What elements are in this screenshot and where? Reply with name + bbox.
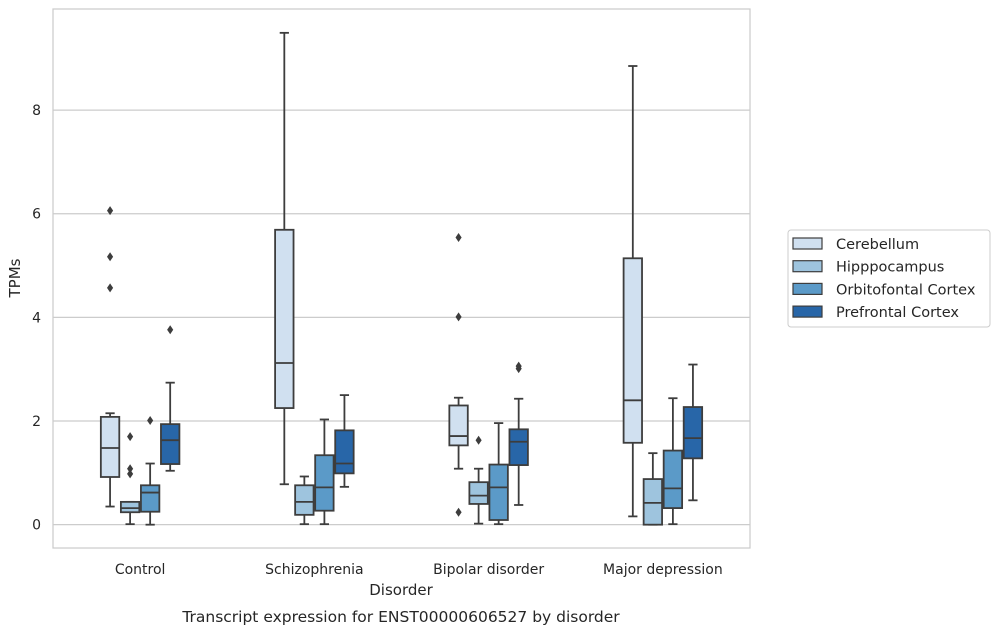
box-orbitofontal-cortex-major-depression bbox=[662, 449, 684, 509]
chart-caption: Transcript expression for ENST0000060652… bbox=[181, 608, 620, 626]
outlier-cerebellum-control-2 bbox=[107, 206, 114, 216]
box-group-hipppocampus-control bbox=[119, 432, 141, 526]
outlier-prefrontal-cortex-control-0 bbox=[167, 325, 174, 335]
box-orbitofontal-cortex-schizophrenia bbox=[314, 454, 335, 512]
box-group-prefrontal-cortex-schizophrenia bbox=[334, 394, 355, 488]
box-group-orbitofontal-cortex-schizophrenia bbox=[314, 418, 335, 526]
outlier-hipppocampus-control-2 bbox=[127, 432, 134, 442]
box-group-cerebellum-schizophrenia bbox=[274, 31, 295, 486]
plot-frame bbox=[52, 8, 751, 549]
boxes bbox=[99, 31, 704, 526]
outlier-cerebellum-bipolar-disorder-2 bbox=[455, 233, 462, 243]
box-group-orbitofontal-cortex-bipolar-disorder bbox=[488, 422, 509, 526]
box-hipppocampus-control bbox=[119, 500, 141, 514]
x-tick-label-control: Control bbox=[115, 562, 166, 578]
legend-label-cerebellum: Cerebellum bbox=[836, 237, 919, 253]
box-hipppocampus-schizophrenia bbox=[294, 484, 315, 516]
y-tick-label-6: 6 bbox=[32, 207, 41, 223]
box-group-hipppocampus-major-depression bbox=[642, 452, 663, 526]
x-tick-label-bipolar-disorder: Bipolar disorder bbox=[433, 562, 544, 578]
y-axis-label: TPMs bbox=[6, 258, 24, 298]
box-prefrontal-cortex-major-depression bbox=[682, 406, 704, 460]
box-prefrontal-cortex-bipolar-disorder bbox=[508, 428, 529, 466]
box-hipppocampus-bipolar-disorder bbox=[468, 481, 489, 505]
box-orbitofontal-cortex-control bbox=[140, 484, 161, 513]
box-cerebellum-major-depression bbox=[622, 257, 643, 444]
box-group-orbitofontal-cortex-major-depression bbox=[662, 397, 684, 526]
box-group-cerebellum-control bbox=[99, 206, 121, 508]
outlier-cerebellum-control-0 bbox=[107, 283, 114, 293]
y-tick-label-8: 8 bbox=[32, 103, 41, 119]
legend-swatch-cerebellum bbox=[792, 237, 823, 250]
box-group-hipppocampus-schizophrenia bbox=[294, 475, 315, 526]
x-axis-label: Disorder bbox=[369, 581, 433, 599]
legend: Cerebellum Hipppocampus Orbitofontal Corte… bbox=[787, 229, 991, 328]
x-tick-label-schizophrenia: Schizophrenia bbox=[265, 562, 363, 578]
legend-label-orbitofontal-cortex: Orbitofontal Cortex bbox=[836, 282, 976, 298]
y-tick-label-4: 4 bbox=[32, 310, 41, 326]
legend-frame bbox=[787, 229, 991, 328]
y-tick-labels: 0 2 4 6 8 bbox=[32, 103, 41, 534]
box-group-prefrontal-cortex-major-depression bbox=[682, 363, 704, 502]
box-cerebellum-schizophrenia bbox=[274, 228, 295, 409]
outlier-cerebellum-bipolar-disorder-0 bbox=[455, 507, 462, 517]
outlier-orbitofontal-cortex-control-0 bbox=[147, 416, 154, 426]
box-prefrontal-cortex-control bbox=[160, 423, 181, 465]
outlier-cerebellum-bipolar-disorder-1 bbox=[455, 312, 462, 322]
y-tick-label-0: 0 bbox=[32, 518, 41, 534]
legend-swatch-prefrontal-cortex bbox=[792, 305, 823, 318]
outlier-hipppocampus-bipolar-disorder-0 bbox=[475, 435, 482, 445]
legend-label-hipppocampus: Hipppocampus bbox=[836, 260, 944, 276]
box-group-orbitofontal-cortex-control bbox=[140, 416, 161, 526]
box-group-cerebellum-major-depression bbox=[622, 65, 643, 518]
legend-label-prefrontal-cortex: Prefrontal Cortex bbox=[836, 305, 959, 321]
outlier-prefrontal-cortex-bipolar-disorder-1 bbox=[515, 361, 522, 371]
x-tick-label-major-depression: Major depression bbox=[603, 562, 723, 578]
box-cerebellum-control bbox=[99, 415, 121, 478]
box-group-hipppocampus-bipolar-disorder bbox=[468, 435, 489, 525]
y-tick-label-2: 2 bbox=[32, 414, 41, 430]
box-orbitofontal-cortex-bipolar-disorder bbox=[488, 463, 509, 521]
box-group-prefrontal-cortex-bipolar-disorder bbox=[508, 361, 529, 506]
box-group-prefrontal-cortex-control bbox=[160, 325, 181, 472]
box-group-cerebellum-bipolar-disorder bbox=[448, 233, 469, 517]
gridlines bbox=[53, 109, 750, 526]
box-hipppocampus-major-depression bbox=[642, 478, 663, 526]
box-prefrontal-cortex-schizophrenia bbox=[334, 429, 355, 475]
legend-swatch-hipppocampus bbox=[792, 260, 823, 273]
box-cerebellum-bipolar-disorder bbox=[448, 404, 469, 447]
outlier-hipppocampus-control-0 bbox=[127, 469, 134, 479]
x-tick-labels: Control Schizophrenia Bipolar disorder Majo… bbox=[115, 562, 723, 578]
outlier-cerebellum-control-1 bbox=[107, 252, 114, 262]
legend-swatch-orbitofontal-cortex bbox=[792, 282, 823, 295]
outlier-hipppocampus-control-1 bbox=[127, 464, 134, 474]
